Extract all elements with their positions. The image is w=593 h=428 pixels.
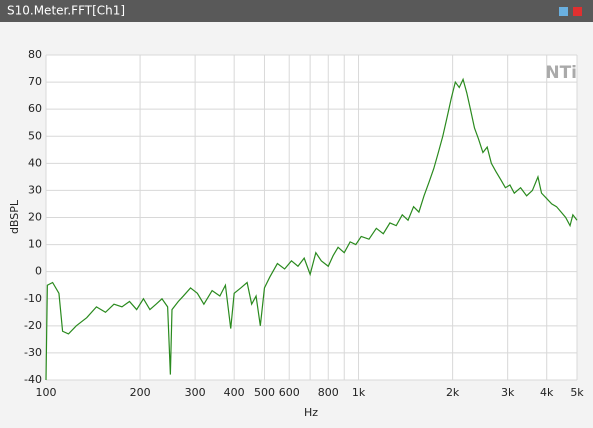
- logo: NTi: [545, 63, 577, 83]
- y-tick-label: 0: [35, 265, 42, 278]
- window-title: S10.Meter.FFT[Ch1]: [7, 4, 125, 18]
- x-tick-label: 1k: [352, 386, 366, 399]
- y-tick-label: 60: [28, 102, 42, 115]
- y-tick-label: 10: [28, 238, 42, 251]
- y-tick-label: 30: [28, 183, 42, 196]
- y-axis-label: dBSPL: [8, 199, 21, 234]
- fft-line: [45, 77, 578, 381]
- y-tick-label: 80: [28, 48, 42, 61]
- x-tick-label: 200: [130, 386, 151, 399]
- y-tick-label: 50: [28, 129, 42, 142]
- close-button[interactable]: [573, 7, 582, 16]
- x-tick-label: 3k: [501, 386, 515, 399]
- title-bar: [0, 0, 593, 22]
- x-tick-label: 4k: [540, 386, 554, 399]
- y-tick-label: -30: [24, 346, 42, 359]
- y-tick-label: 70: [28, 75, 42, 88]
- y-tick-label: -10: [24, 292, 42, 305]
- x-tick-label: 100: [36, 386, 57, 399]
- x-tick-label: 2k: [446, 386, 460, 399]
- y-tick-label: -40: [24, 373, 42, 386]
- x-tick-label: 500: [254, 386, 275, 399]
- x-tick-label: 400: [224, 386, 245, 399]
- float-button[interactable]: [559, 7, 568, 16]
- x-tick-label: 800: [318, 386, 339, 399]
- x-tick-label: 600: [279, 386, 300, 399]
- x-tick-label: 5k: [570, 386, 584, 399]
- y-tick-label: -20: [24, 319, 42, 332]
- y-tick-label: 20: [28, 211, 42, 224]
- x-tick-label: 300: [185, 386, 206, 399]
- x-axis-label: Hz: [304, 406, 318, 419]
- y-tick-label: 40: [28, 156, 42, 169]
